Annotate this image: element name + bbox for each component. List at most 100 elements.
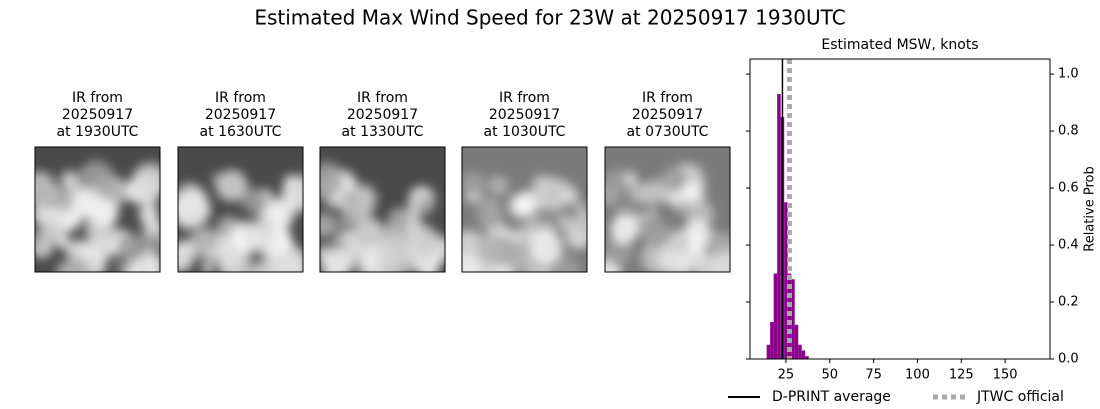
ir-frame [34,146,161,273]
y-axis-label: Relative Prob [1083,166,1098,251]
x-tick-label: 150 [993,368,1018,383]
panel-title: at 1630UTC [200,124,282,140]
cloud [415,196,435,215]
cloud [637,213,663,238]
cloud [556,213,573,230]
bar [777,94,781,360]
cloud [254,257,287,272]
cloud [74,191,96,213]
cloud [65,239,88,262]
cloud [91,199,119,228]
cloud [421,239,436,254]
cloud [356,211,371,225]
y-tick-label: 0.4 [1058,238,1079,253]
ir-image [35,147,160,272]
cloud-layer [462,171,587,272]
cloud [263,231,277,245]
ir-image [462,147,587,272]
y-tick-label: 0.6 [1058,181,1079,196]
cloud [462,254,480,272]
cloud [475,200,504,229]
panel-title: 20250917 [632,107,703,123]
cloud [221,176,239,193]
cloud [516,223,527,235]
cloud [282,187,299,204]
bar [773,273,778,359]
y-tick-label: 0.2 [1058,295,1079,310]
cloud [35,171,57,208]
ir-image [605,147,730,272]
cloud-layer [178,169,303,272]
cloud [266,197,296,227]
panel-title: IR from [642,90,693,106]
cloud [528,229,563,264]
cloud [337,214,354,230]
cloud [39,215,65,241]
cloud [509,193,534,219]
x-tick-label: 25 [778,368,795,383]
y-tick-label: 1.0 [1058,67,1079,82]
chart-title: Estimated MSW, knots [821,37,978,53]
cloud [145,218,160,235]
y-tick-label: 0.0 [1058,352,1079,367]
cloud [477,234,509,266]
y-tick-label: 0.8 [1058,124,1079,139]
cloud [560,187,579,206]
cloud [333,192,347,206]
panel-title: at 1030UTC [484,124,566,140]
panel-title: 20250917 [62,107,133,123]
cloud [179,196,210,227]
cloud [202,263,214,272]
bar [791,279,795,359]
panel-title: IR from [357,90,408,106]
legend-label: JTWC official [976,389,1064,405]
panel-title: IR from [72,90,123,106]
cloud [709,250,730,272]
cloud [55,257,93,272]
cloud-layer [605,163,730,272]
cloud [116,233,147,264]
legend-label: D-PRINT average [772,389,891,405]
cloud [605,168,631,195]
ir-frame [461,146,588,273]
panel-title: IR from [215,90,266,106]
cloud [665,183,677,194]
cloud [35,231,44,249]
bar [787,273,792,359]
cloud [488,175,509,196]
panel-title: at 1330UTC [342,124,424,140]
figure-title: Estimated Max Wind Speed for 23W at 2025… [254,6,845,30]
cloud [115,262,127,272]
cloud [687,251,709,272]
x-tick-label: 100 [905,368,930,383]
x-tick-label: 75 [865,368,882,383]
cloud [326,248,355,272]
bar [770,321,774,359]
cloud [404,224,439,258]
cloud [387,207,411,231]
ir-image [320,147,445,272]
cloud [641,181,666,206]
cloud [178,246,194,272]
panel-title: IR from [499,90,550,106]
cloud [681,182,702,204]
bar [784,202,788,359]
cloud [78,160,114,197]
x-tick-label: 125 [949,368,974,383]
cloud [214,243,244,272]
cloud [605,259,621,272]
ir-frame [604,146,731,273]
cloud [60,170,78,188]
ir-image [178,147,303,272]
cloud-layer [35,160,160,272]
cloud [572,210,587,236]
cloud [230,221,263,253]
bar [801,350,806,359]
ir-frame [319,146,446,273]
cloud [132,162,160,198]
cloud-layer [320,161,445,272]
bar [798,344,802,359]
cloud [192,226,220,255]
cloud [624,173,636,185]
